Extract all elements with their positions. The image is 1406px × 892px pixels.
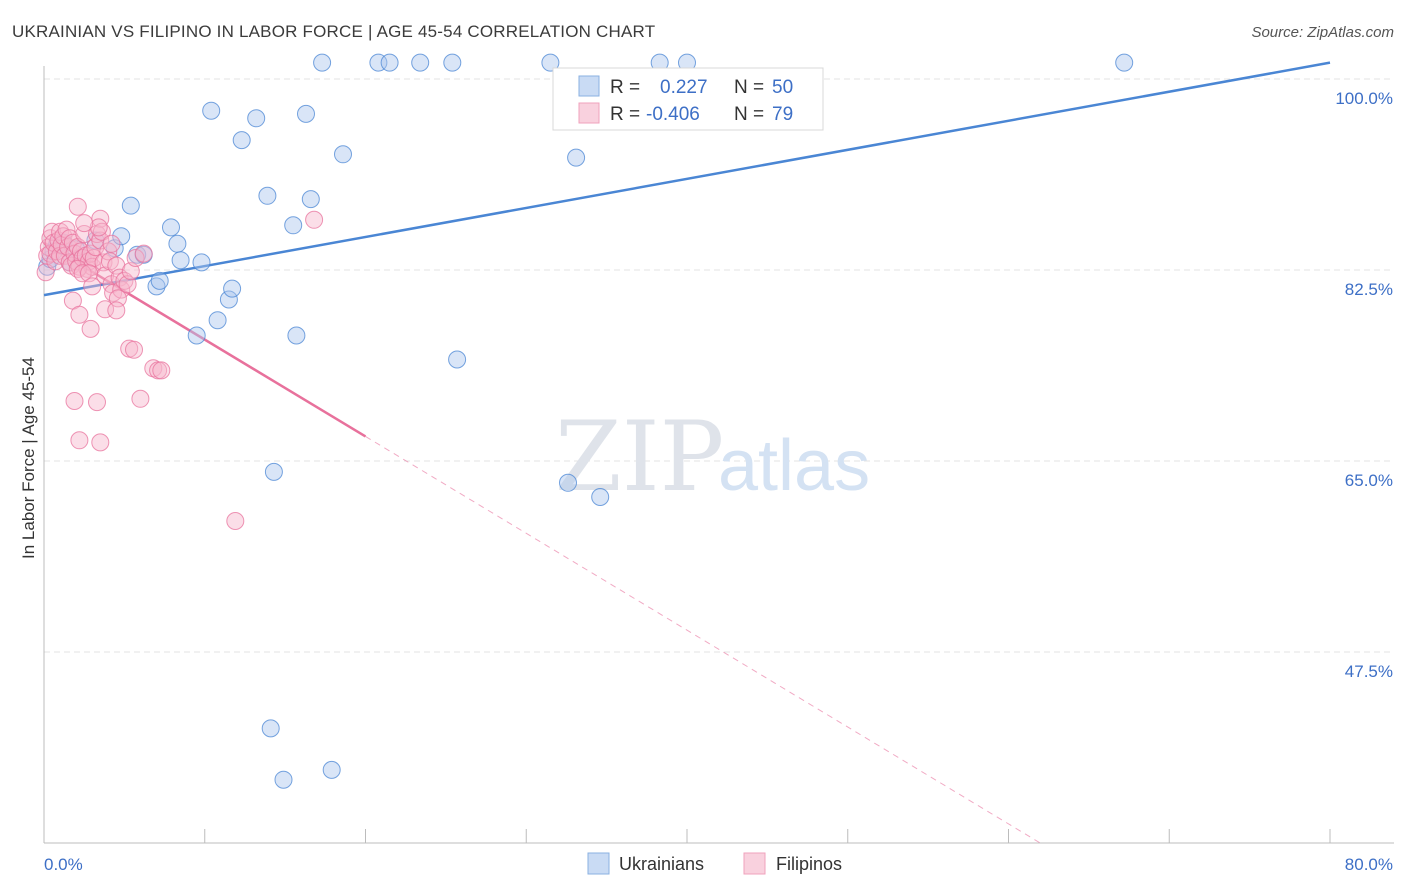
ukrainian-point-21 bbox=[202, 101, 221, 120]
ukrainian-point-39 bbox=[380, 53, 399, 72]
ukrainian-point-33 bbox=[297, 104, 315, 123]
legend-swatch-ukrainians bbox=[578, 75, 600, 97]
bottom-legend-swatch-ukrainians bbox=[587, 852, 610, 875]
x-tick-label-1: 80.0% bbox=[1345, 855, 1393, 874]
axes bbox=[43, 66, 1394, 844]
y-tick-label-1: 82.5% bbox=[1345, 280, 1393, 299]
ukrainian-point-17 bbox=[168, 234, 187, 253]
ukrainian-point-34 bbox=[301, 190, 320, 209]
filipino-point-78 bbox=[75, 214, 94, 233]
ukrainian-point-40 bbox=[411, 53, 430, 72]
bottom-legend-label-filipinos: Filipinos bbox=[776, 854, 842, 874]
ukrainian-point-16 bbox=[162, 218, 180, 237]
ukrainian-point-20 bbox=[192, 253, 211, 272]
filipino-point-64 bbox=[107, 301, 126, 320]
filipino-point-77 bbox=[305, 210, 324, 229]
legend-n-label-1: N = bbox=[734, 77, 764, 98]
ukrainian-point-23 bbox=[219, 290, 238, 309]
ukrainian-point-26 bbox=[247, 109, 266, 128]
bottom-legend-swatch-filipinos bbox=[743, 852, 766, 875]
ukrainian-point-24 bbox=[223, 279, 242, 298]
filipino-point-70 bbox=[88, 393, 106, 412]
chart-title: UKRAINIAN VS FILIPINO IN LABOR FORCE | A… bbox=[12, 22, 656, 41]
filipino-point-63 bbox=[125, 340, 143, 359]
ukrainian-point-12 bbox=[128, 245, 147, 264]
ukrainian-point-43 bbox=[541, 53, 560, 72]
data-points bbox=[36, 53, 1134, 789]
legend-r-label-2: R = bbox=[610, 104, 640, 125]
filipino-point-68 bbox=[131, 389, 150, 408]
series-legend: Ukrainians Filipinos bbox=[587, 852, 842, 875]
watermark: ZIP atlas bbox=[555, 401, 870, 513]
ukrainian-point-18 bbox=[171, 251, 190, 270]
ukrainian-point-49 bbox=[1115, 53, 1134, 72]
y-tick-label-0: 100.0% bbox=[1335, 89, 1393, 108]
trend-line-solid-0 bbox=[43, 61, 1331, 297]
ukrainian-point-42 bbox=[448, 350, 467, 369]
filipino-point-52 bbox=[134, 244, 153, 263]
filipino-point-76 bbox=[226, 512, 245, 530]
ukrainian-point-15 bbox=[150, 271, 169, 290]
ukrainian-point-19 bbox=[187, 326, 206, 345]
ukrainian-point-22 bbox=[208, 311, 227, 330]
ukrainian-point-10 bbox=[112, 227, 131, 246]
ukrainian-point-36 bbox=[322, 760, 341, 779]
legend-n-value-2: 79 bbox=[772, 104, 793, 125]
filipino-point-51 bbox=[126, 249, 145, 267]
ukrainian-point-27 bbox=[258, 186, 277, 205]
filipino-point-56 bbox=[83, 277, 102, 296]
source-credit: Source: ZipAtlas.com bbox=[1251, 24, 1394, 41]
filipino-point-74 bbox=[89, 218, 108, 237]
ukrainian-point-37 bbox=[334, 145, 352, 164]
ukrainian-point-25 bbox=[232, 131, 251, 150]
legend-n-label-2: N = bbox=[734, 104, 764, 125]
filipino-point-75 bbox=[102, 234, 121, 253]
bottom-legend-label-ukrainians: Ukrainians bbox=[619, 854, 704, 874]
x-tick-labels: 0.0% 80.0% bbox=[44, 855, 1393, 874]
filipino-point-59 bbox=[81, 319, 100, 338]
legend-swatch-filipinos bbox=[578, 102, 600, 124]
correlation-legend: R = 0.227 N = 50 R = -0.406 N = 79 bbox=[552, 67, 824, 131]
ukrainian-point-35 bbox=[313, 53, 332, 72]
ukrainian-point-11 bbox=[121, 196, 140, 215]
ukrainian-point-32 bbox=[287, 326, 306, 345]
y-axis-title: In Labor Force | Age 45-54 bbox=[19, 357, 38, 559]
ukrainian-point-28 bbox=[261, 719, 280, 738]
watermark-zip: ZIP bbox=[555, 401, 724, 513]
ukrainian-point-41 bbox=[443, 53, 462, 72]
y-tick-label-3: 47.5% bbox=[1345, 662, 1393, 681]
legend-r-value-2: -0.406 bbox=[646, 104, 700, 125]
watermark-atlas: atlas bbox=[718, 426, 870, 506]
filipino-point-71 bbox=[70, 431, 89, 450]
filipino-point-48 bbox=[115, 271, 134, 290]
ukrainian-point-14 bbox=[147, 277, 166, 296]
ukrainian-point-46 bbox=[591, 488, 610, 506]
legend-r-label-1: R = bbox=[610, 77, 640, 98]
filipino-point-54 bbox=[73, 264, 92, 283]
filipino-point-73 bbox=[68, 197, 87, 216]
ukrainian-point-29 bbox=[264, 462, 283, 481]
y-tick-labels: 100.0% 82.5% 65.0% 47.5% bbox=[1335, 89, 1393, 681]
filipino-point-69 bbox=[65, 392, 84, 410]
legend-r-value-1: 0.227 bbox=[660, 77, 708, 98]
ukrainian-point-30 bbox=[274, 770, 293, 789]
x-tick-label-0: 0.0% bbox=[44, 855, 83, 874]
filipino-point-58 bbox=[70, 305, 89, 324]
y-tick-label-2: 65.0% bbox=[1345, 471, 1393, 490]
legend-n-value-1: 50 bbox=[772, 77, 793, 98]
ukrainian-point-45 bbox=[567, 148, 586, 167]
ukrainian-point-44 bbox=[559, 473, 577, 492]
filipino-point-67 bbox=[152, 361, 171, 380]
filipino-point-72 bbox=[91, 433, 110, 452]
ukrainian-point-31 bbox=[284, 216, 303, 235]
